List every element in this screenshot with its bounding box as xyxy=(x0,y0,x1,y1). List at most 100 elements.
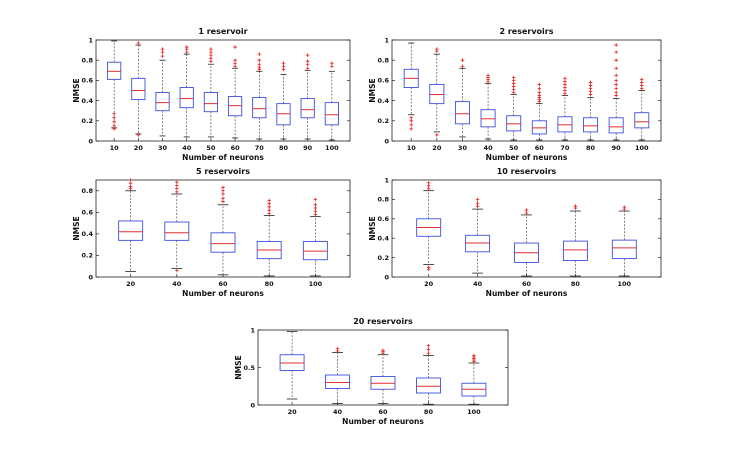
x-tick-label: 30 xyxy=(158,144,168,152)
panel-20-reservoirs: 20 reservoirs Number of neurons NMSE 0 0.5 1 2… xyxy=(234,317,509,426)
outlier-marker xyxy=(614,50,618,54)
outlier-marker xyxy=(511,78,516,83)
outlier-marker xyxy=(305,53,310,57)
outlier-marker xyxy=(588,80,593,85)
outlier-marker xyxy=(267,205,271,209)
y-tick-label: 0.8 xyxy=(377,196,389,204)
chart-title: 20 reservoirs xyxy=(353,317,413,326)
outlier-marker xyxy=(511,75,516,80)
iqr-box xyxy=(164,221,190,241)
outlier-marker xyxy=(426,347,431,352)
iqr-box xyxy=(416,377,441,394)
chart-title: 1 reservoir xyxy=(198,27,247,36)
outlier-marker xyxy=(233,58,237,62)
y-tick-label: 0.5 xyxy=(243,364,255,372)
y-tick-label: 0.8 xyxy=(81,57,93,65)
panel-2-reservoirs: 2 reservoirs Number of neurons NMSE 0 0.2 0.4… xyxy=(368,27,662,162)
iqr-box xyxy=(608,117,624,134)
outlier-marker xyxy=(175,180,179,184)
outlier-marker xyxy=(563,76,567,81)
y-tick-label: 0 xyxy=(88,137,93,145)
outlier-marker xyxy=(112,124,116,128)
outlier-marker xyxy=(639,80,644,85)
outlier-marker xyxy=(563,79,567,84)
y-axis-label: NMSE xyxy=(72,78,81,102)
y-tick-label: 0.2 xyxy=(81,252,93,260)
y-tick-label: 0.2 xyxy=(81,117,93,125)
iqr-box xyxy=(325,374,350,389)
y-tick-label: 1 xyxy=(384,176,389,184)
chart-title: 10 reservoirs xyxy=(497,167,557,176)
outlier-marker xyxy=(435,133,439,137)
outlier-marker xyxy=(112,111,116,116)
x-tick-label: 40 xyxy=(473,280,483,288)
outlier-marker xyxy=(639,86,644,91)
outlier-marker xyxy=(209,47,213,51)
iqr-box xyxy=(302,240,328,261)
outlier-marker xyxy=(160,47,165,51)
y-tick-label: 0.6 xyxy=(81,209,93,217)
outlier-marker xyxy=(511,81,516,86)
iqr-box xyxy=(276,103,291,126)
iqr-box xyxy=(155,92,170,112)
panel-5-reservoirs: 5 reservoirs Number of neurons NMSE 0 0.2 0.4… xyxy=(72,167,351,298)
outlier-marker xyxy=(614,86,618,91)
outlier-marker xyxy=(486,73,490,78)
outlier-marker xyxy=(175,186,179,191)
outlier-marker xyxy=(175,183,179,188)
iqr-box xyxy=(562,240,588,261)
outlier-marker xyxy=(537,93,542,98)
iqr-box xyxy=(210,232,236,253)
x-tick-label: 90 xyxy=(303,144,313,152)
x-tick-label: 50 xyxy=(206,144,216,152)
outlier-marker xyxy=(573,204,578,208)
y-axis-label: NMSE xyxy=(72,216,81,240)
outlier-marker xyxy=(614,93,618,98)
outlier-marker xyxy=(537,90,542,95)
outlier-marker xyxy=(335,346,340,351)
outlier-marker xyxy=(622,205,627,209)
outlier-marker xyxy=(267,208,271,212)
x-tick-label: 80 xyxy=(279,144,289,152)
chart-title: 5 reservoirs xyxy=(196,167,250,176)
outlier-marker xyxy=(136,133,141,137)
x-axis-label: Number of neurons xyxy=(342,417,424,426)
outlier-marker xyxy=(257,62,262,67)
y-tick-label: 0.6 xyxy=(81,77,93,85)
outlier-marker xyxy=(221,185,225,190)
outlier-marker xyxy=(160,50,165,54)
outlier-marker xyxy=(128,178,133,182)
outlier-marker xyxy=(305,59,310,64)
y-tick-label: 0.4 xyxy=(81,97,93,105)
y-tick-label: 0.2 xyxy=(377,117,389,125)
x-tick-label: 20 xyxy=(288,408,298,416)
y-tick-label: 0.8 xyxy=(81,187,93,195)
outlier-marker xyxy=(472,353,476,358)
x-tick-label: 100 xyxy=(325,144,339,152)
y-tick-label: 0 xyxy=(88,273,93,281)
x-tick-label: 20 xyxy=(134,144,144,152)
outlier-marker xyxy=(426,343,431,348)
iqr-box xyxy=(203,92,219,113)
outlier-marker xyxy=(160,54,165,58)
outlier-marker xyxy=(221,196,225,201)
iqr-box xyxy=(531,120,547,135)
x-tick-label: 10 xyxy=(110,144,120,152)
y-axis-label: NMSE xyxy=(234,355,243,379)
x-tick-label: 70 xyxy=(560,144,570,152)
outlier-marker xyxy=(233,45,237,49)
outlier-marker xyxy=(614,43,618,47)
outlier-marker xyxy=(563,82,567,87)
x-tick-label: 50 xyxy=(509,144,519,152)
outlier-marker xyxy=(588,92,593,97)
outlier-marker xyxy=(305,62,310,67)
outlier-marker xyxy=(209,59,213,64)
y-tick-label: 0.6 xyxy=(377,215,389,223)
y-tick-label: 0 xyxy=(384,137,389,145)
outlier-marker xyxy=(426,181,431,185)
iqr-box xyxy=(480,109,496,128)
x-tick-label: 40 xyxy=(182,144,192,152)
x-tick-label: 40 xyxy=(333,408,343,416)
outlier-marker xyxy=(435,47,439,51)
outlier-marker xyxy=(221,199,225,204)
